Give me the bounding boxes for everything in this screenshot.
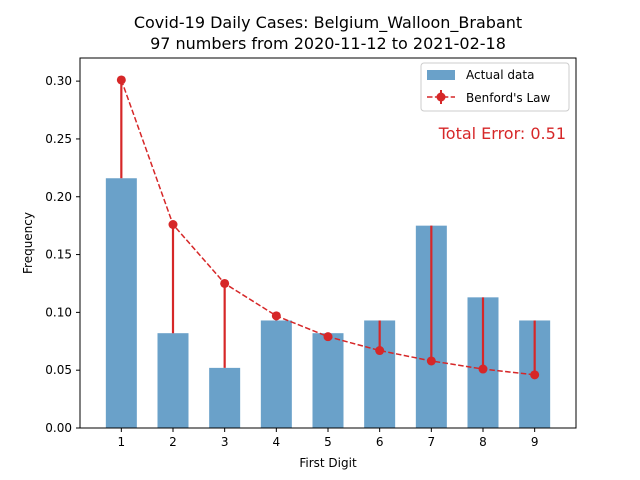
y-tick-label: 0.10 <box>45 305 72 319</box>
benford-point-9 <box>530 370 540 380</box>
benford-point-3 <box>220 278 230 288</box>
benford-series <box>116 75 540 380</box>
y-tick-label: 0.05 <box>45 363 72 377</box>
benford-point-4 <box>271 311 281 321</box>
y-axis-label: Frequency <box>21 212 35 274</box>
benford-point-8 <box>478 364 488 374</box>
legend-actual-swatch <box>427 70 455 80</box>
bar-actual-1 <box>105 178 137 428</box>
benford-point-1 <box>116 75 126 85</box>
bar-actual-3 <box>209 367 241 428</box>
chart-title-line1: Covid-19 Daily Cases: Belgium_Walloon_Br… <box>134 13 522 33</box>
y-tick-label: 0.20 <box>45 190 72 204</box>
legend: Actual data Benford's Law <box>420 62 570 112</box>
benford-point-2 <box>168 220 178 229</box>
x-axis: 1 2 3 4 5 6 7 8 9 <box>118 428 539 449</box>
error-lines <box>120 79 536 375</box>
x-tick-label: 6 <box>376 435 384 449</box>
bar-actual-4 <box>260 320 292 428</box>
benford-point-7 <box>426 356 436 366</box>
legend-box <box>420 62 570 112</box>
y-tick-label: 0.30 <box>45 74 72 88</box>
y-axis: 0.00 0.05 0.10 0.15 0.20 0.25 0.30 <box>45 74 80 435</box>
bar-actual-2 <box>157 333 189 428</box>
benford-point-6 <box>375 346 385 356</box>
x-tick-label: 2 <box>169 435 177 449</box>
chart-title-line2: 97 numbers from 2020-11-12 to 2021-02-18 <box>150 34 506 53</box>
x-tick-label: 1 <box>118 435 126 449</box>
x-tick-label: 3 <box>221 435 229 449</box>
legend-benford-marker <box>436 92 446 102</box>
x-tick-label: 5 <box>324 435 332 449</box>
x-tick-label: 8 <box>479 435 487 449</box>
y-tick-label: 0.15 <box>45 248 72 262</box>
bar-actual-5 <box>312 333 344 428</box>
x-tick-label: 4 <box>273 435 281 449</box>
benford-point-5 <box>323 332 333 342</box>
legend-benford-label: Benford's Law <box>466 91 551 105</box>
x-axis-label: First Digit <box>299 456 357 470</box>
y-tick-label: 0.25 <box>45 132 72 146</box>
y-tick-label: 0.00 <box>45 421 72 435</box>
total-error-annotation: Total Error: 0.51 <box>438 124 566 143</box>
x-tick-label: 7 <box>428 435 436 449</box>
legend-actual-label: Actual data <box>466 68 534 82</box>
x-tick-label: 9 <box>531 435 539 449</box>
